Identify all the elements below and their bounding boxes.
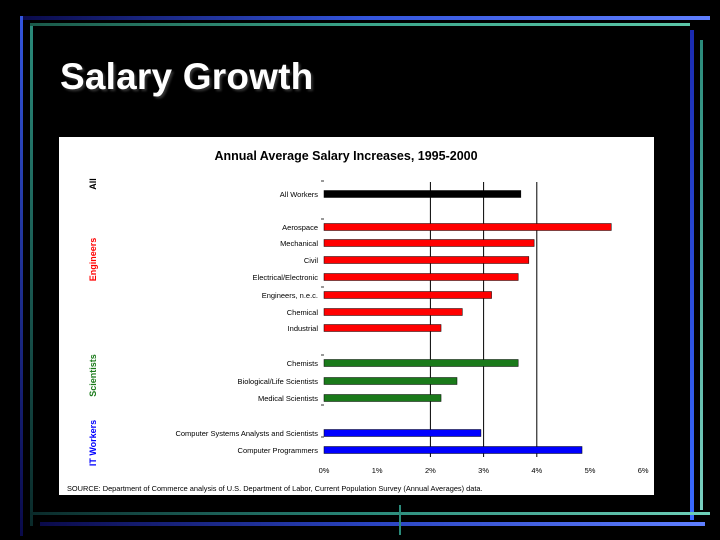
group-label: All — [88, 178, 98, 190]
chart-title: Annual Average Salary Increases, 1995-20… — [214, 149, 477, 163]
x-tick-label: 5% — [585, 466, 596, 475]
salary-increase-chart: Annual Average Salary Increases, 1995-20… — [88, 149, 649, 475]
right-border-line-2 — [700, 40, 703, 510]
category-label: Medical Scientists — [258, 394, 318, 403]
category-label: Aerospace — [282, 223, 318, 232]
x-tick-label: 1% — [372, 466, 383, 475]
source-note: SOURCE: Department of Commerce analysis … — [67, 484, 483, 493]
bottom-border-line — [30, 512, 710, 515]
group-label: IT Workers — [88, 420, 98, 466]
category-label: Chemical — [287, 308, 319, 317]
slide-title: Salary Growth — [60, 56, 314, 97]
bar — [323, 429, 482, 437]
category-label: Engineers, n.e.c. — [262, 291, 318, 300]
x-tick-label: 0% — [319, 466, 330, 475]
bar — [323, 190, 522, 198]
bar — [323, 256, 530, 264]
x-tick-label: 4% — [531, 466, 542, 475]
right-border-line — [690, 30, 694, 520]
x-tick-label: 3% — [478, 466, 489, 475]
x-tick-label: 6% — [638, 466, 649, 475]
bar — [323, 223, 612, 231]
group-label: Scientists — [88, 354, 98, 397]
category-label: All Workers — [280, 190, 318, 199]
x-tick-label: 2% — [425, 466, 436, 475]
category-label: Computer Systems Analysts and Scientists — [175, 429, 318, 438]
bar — [323, 394, 442, 402]
bar — [323, 273, 519, 281]
bar — [323, 291, 492, 299]
bottom-tick-line — [399, 505, 401, 535]
category-label: Mechanical — [280, 239, 318, 248]
bottom-border-line-2 — [40, 522, 705, 526]
group-label: Engineers — [88, 238, 98, 282]
top-border-line-2 — [30, 23, 690, 26]
category-label: Industrial — [288, 324, 319, 333]
category-label: Biological/Life Scientists — [238, 377, 319, 386]
bar — [323, 359, 519, 367]
left-border-line-2 — [30, 26, 33, 526]
category-label: Electrical/Electronic — [253, 273, 319, 282]
top-border-line — [20, 16, 710, 20]
bar — [323, 377, 458, 385]
left-border-line — [20, 16, 23, 536]
category-label: Chemists — [287, 359, 319, 368]
chart-panel: Annual Average Salary Increases, 1995-20… — [59, 137, 654, 495]
bar — [323, 239, 535, 247]
category-label: Civil — [304, 256, 318, 265]
category-label: Computer Programmers — [238, 446, 319, 455]
bar — [323, 308, 463, 316]
bar — [323, 446, 583, 454]
bar — [323, 324, 442, 332]
